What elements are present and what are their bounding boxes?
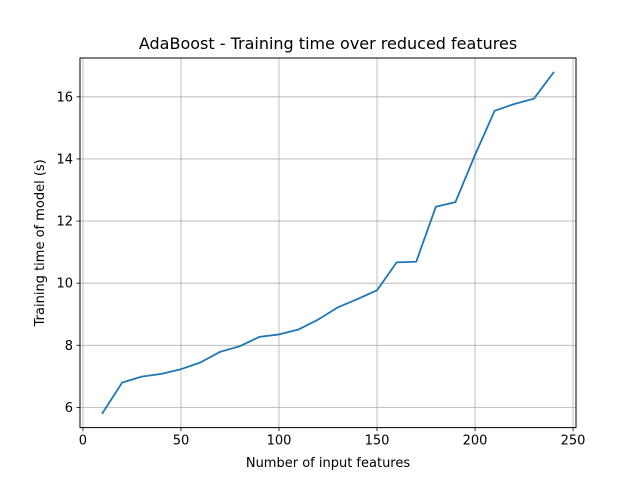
data-point [140,375,143,378]
data-point [238,345,241,348]
x-axis-ticks: 0 50 100 150 200 250 [79,427,586,449]
y-tick-label: 12 [56,215,73,230]
x-tick-label: 50 [173,434,190,449]
data-point [395,261,398,264]
data-point [101,412,104,414]
data-point [121,381,124,384]
data-point [317,318,320,321]
y-tick-label: 6 [65,401,73,416]
grid [80,58,576,428]
data-point [219,350,222,353]
x-tick-label: 200 [463,434,488,449]
y-tick-label: 16 [56,90,73,105]
x-tick-label: 150 [365,434,390,449]
x-tick-label: 0 [79,434,87,449]
data-point [532,97,535,100]
y-tick-label: 8 [65,339,73,354]
y-axis-label: Training time of model (s) [33,159,48,327]
data-point [513,103,516,105]
data-point [434,205,437,208]
data-point [415,260,418,263]
y-tick-label: 14 [56,152,73,167]
data-point [258,336,261,338]
x-axis-label: Number of input features [246,456,411,471]
y-tick-label: 10 [56,277,73,292]
data-point [160,372,163,375]
data-point [454,201,457,204]
data-point [199,361,202,364]
x-tick-label: 250 [561,434,586,449]
data-point [336,306,339,309]
data-point [356,298,359,300]
data-point [493,109,496,112]
data-point [278,333,280,336]
series-line [101,71,555,415]
data-point [552,71,555,74]
data-point [180,368,182,371]
data-point [474,154,476,156]
chart-title: AdaBoost - Training time over reduced fe… [139,34,517,53]
y-axis-ticks: 6 8 10 12 14 16 [56,90,80,416]
series-layer [101,71,555,415]
x-tick-label: 100 [267,434,292,449]
data-point [376,289,378,292]
data-point [297,328,300,331]
plot-frame [79,57,577,429]
